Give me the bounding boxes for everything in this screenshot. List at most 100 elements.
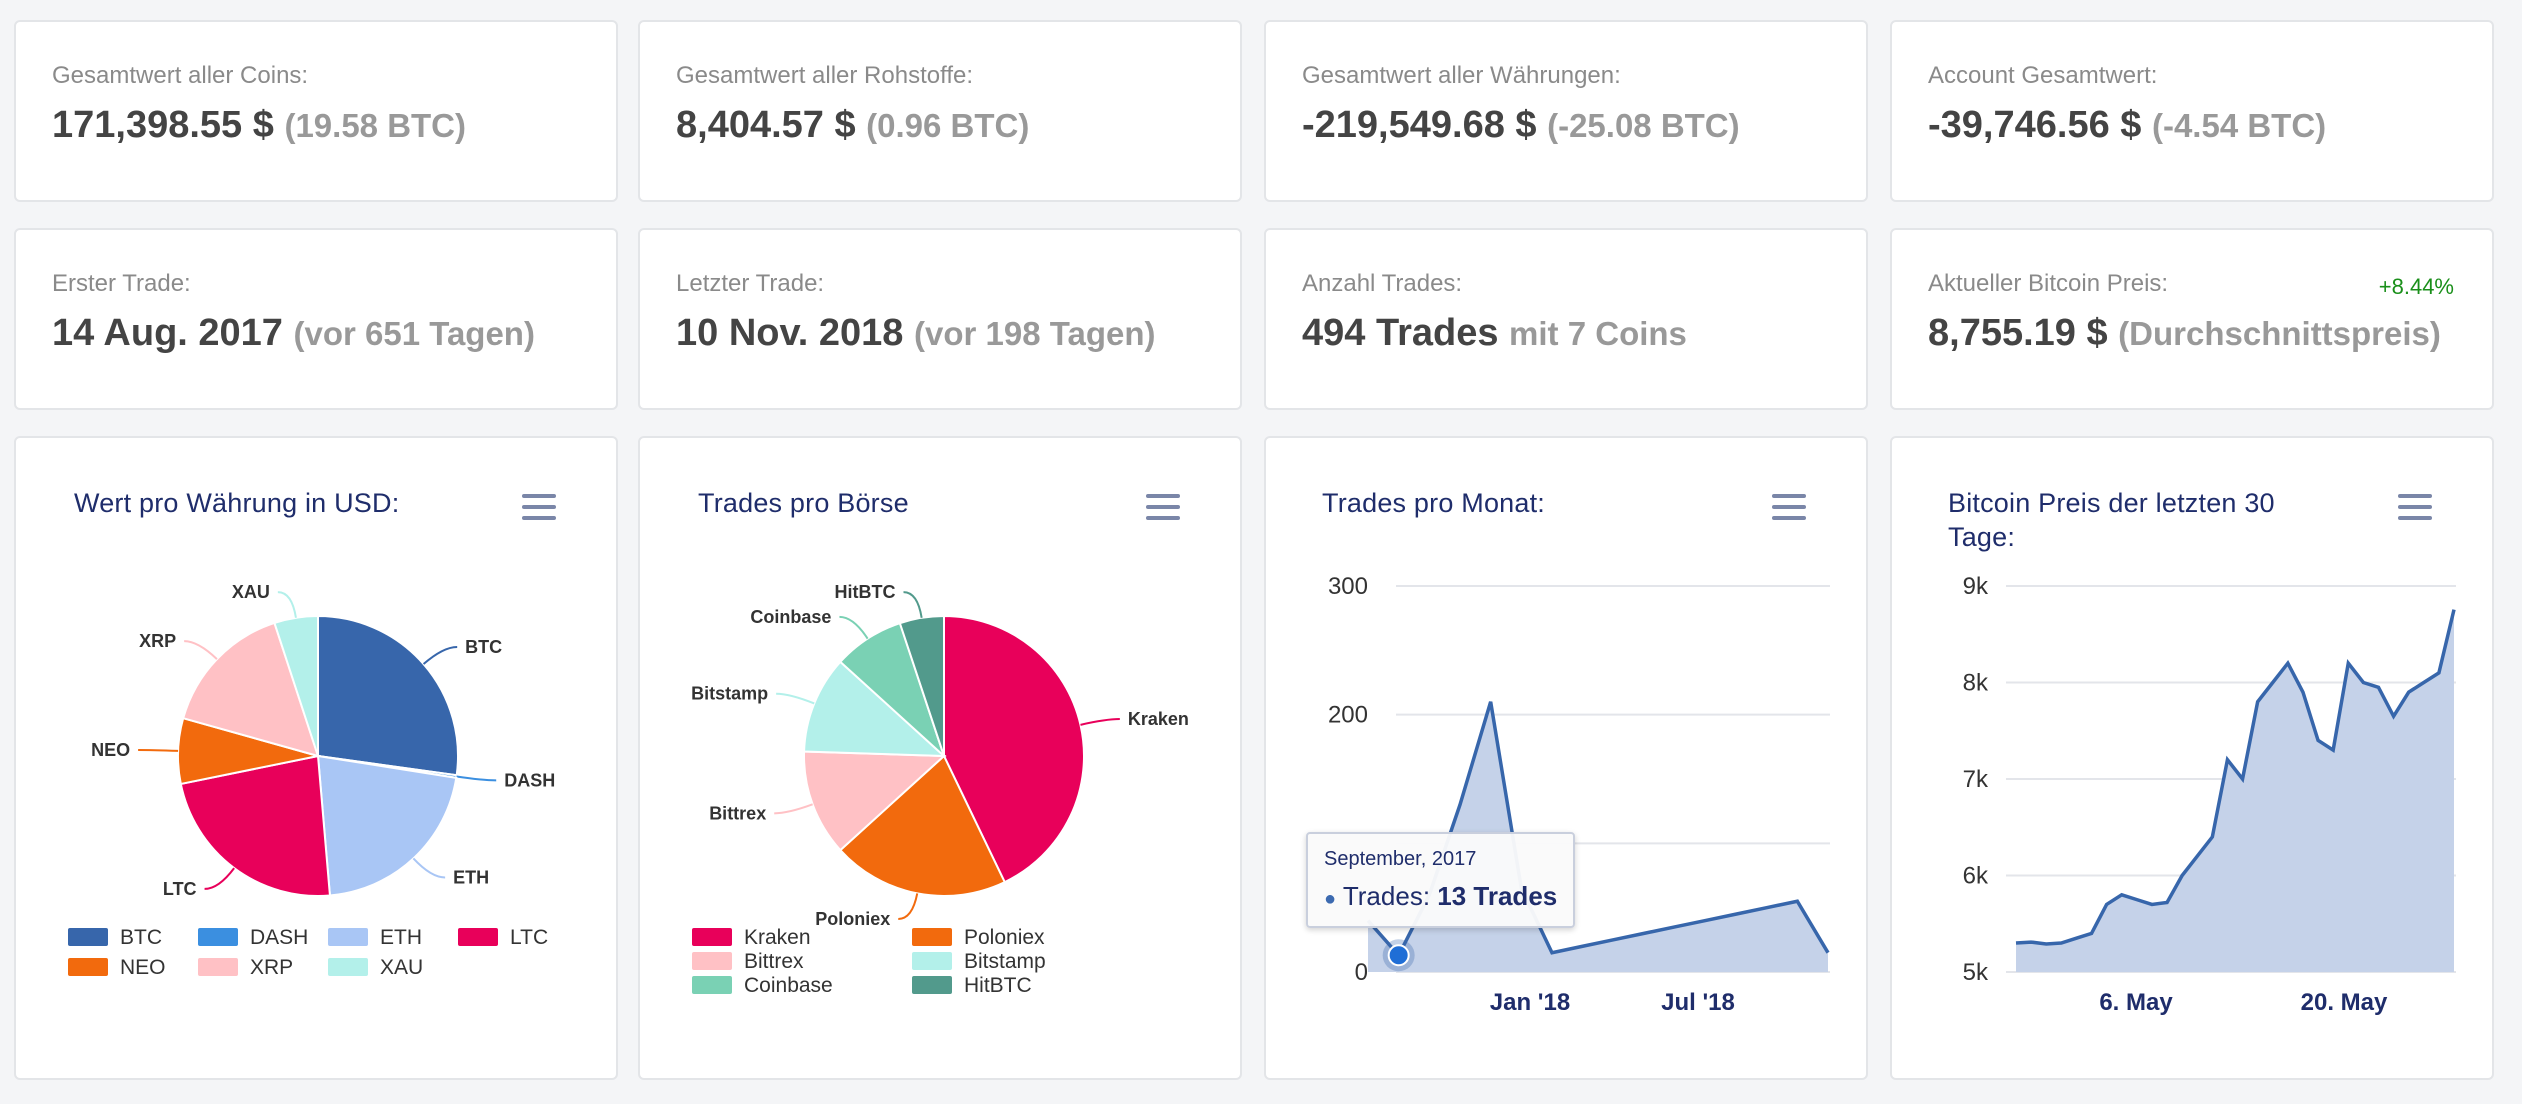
legend-swatch	[692, 928, 732, 946]
pie-connector	[204, 867, 235, 890]
legend-swatch	[198, 928, 238, 946]
legend-label: XAU	[380, 956, 423, 979]
pie-data-label: LTC	[163, 879, 197, 899]
pie-connector	[412, 857, 446, 879]
stat-card-last-trade: Letzter Trade: 10 Nov. 2018 (vor 198 Tag…	[638, 228, 1242, 410]
stat-value: -39,746.56 $ (-4.54 BTC)	[1928, 104, 2327, 146]
legend-item-hitbtc[interactable]: HitBTC	[912, 974, 1032, 997]
chart-tooltip: September, 2017 ● Trades: 13 Trades	[1306, 832, 1576, 928]
y-tick-label: 200	[1328, 702, 1368, 729]
legend-swatch	[912, 976, 952, 994]
stat-value: 171,398.55 $ (19.58 BTC)	[52, 104, 467, 146]
y-tick-label: 8k	[1963, 670, 1989, 697]
pie-data-label: XAU	[232, 582, 270, 602]
legend-label: BTC	[120, 926, 162, 949]
stat-card-bitcoin-price: Aktueller Bitcoin Preis: +8.44% 8,755.19…	[1890, 228, 2494, 410]
price-change-badge: +8.44%	[2378, 274, 2454, 299]
pie-slice-poloniex[interactable]	[838, 754, 1007, 897]
stat-value: 494 Trades mit 7 Coins	[1302, 312, 1687, 354]
chart-card-trades-per-exchange: Trades pro Börse Kraken Poloniex Bittrex Bi…	[638, 436, 1242, 1080]
legend-label: Poloniex	[964, 926, 1045, 949]
stat-sub: (0.96 BTC)	[866, 107, 1030, 144]
legend-swatch	[328, 928, 368, 946]
legend-item-bittrex[interactable]: Bittrex	[692, 950, 804, 973]
y-tick-label: 300	[1328, 573, 1368, 600]
legend-swatch	[692, 976, 732, 994]
stat-sub: (vor 651 Tagen)	[293, 315, 535, 352]
stat-value: 14 Aug. 2017 (vor 651 Tagen)	[52, 312, 535, 354]
hover-point[interactable]	[1387, 944, 1410, 967]
stat-sub: (Durchschnittspreis)	[2118, 315, 2441, 352]
chart-title: Trades pro Börse	[698, 488, 909, 518]
stat-value: 8,755.19 $ (Durchschnittspreis)	[1928, 312, 2441, 354]
stat-label: Account Gesamtwert:	[1928, 62, 2158, 89]
stat-sub: (-25.08 BTC)	[1547, 107, 1740, 144]
legend-swatch	[328, 958, 368, 976]
legend-swatch	[458, 928, 498, 946]
pie-data-label: Kraken	[1128, 709, 1189, 729]
legend-label: DASH	[250, 926, 308, 949]
pie-slice-kraken[interactable]	[943, 614, 1085, 884]
x-tick-label: 6. May	[2099, 989, 2173, 1016]
pie-data-label: DASH	[504, 770, 555, 790]
stat-sub: mit 7 Coins	[1509, 315, 1687, 352]
stat-label: Erster Trade:	[52, 270, 191, 297]
chart-title: Bitcoin Preis der letzten 30 Tage:	[1948, 488, 2275, 552]
y-tick-label: 6k	[1963, 863, 1989, 890]
legend-item-kraken[interactable]: Kraken	[692, 926, 811, 949]
chart-menu-icon[interactable]	[522, 494, 556, 520]
pie-chart: Kraken Poloniex Bittrex Bitstamp Coinbase Hit…	[691, 582, 1189, 997]
legend-label: Coinbase	[744, 974, 833, 997]
pie-connector	[776, 692, 815, 705]
legend-label: XRP	[250, 956, 293, 979]
stat-card-commodities: Gesamtwert aller Rohstoffe: 8,404.57 $ (…	[638, 20, 1242, 202]
legend-item-eth[interactable]: ETH	[328, 926, 422, 949]
legend-item-xrp[interactable]: XRP	[198, 956, 293, 979]
pie-data-label: BTC	[465, 637, 502, 657]
legend-item-btc[interactable]: BTC	[68, 926, 162, 949]
stat-label: Aktueller Bitcoin Preis:	[1928, 270, 2169, 297]
series-dot-icon: ●	[1324, 888, 1337, 910]
pie-slice-bitstamp[interactable]	[803, 660, 947, 758]
stat-card-currencies: Gesamtwert aller Währungen: -219,549.68 …	[1264, 20, 1868, 202]
legend-label: LTC	[510, 926, 548, 949]
legend-swatch	[912, 928, 952, 946]
pie-slice-hitbtc[interactable]	[898, 614, 945, 757]
chart-menu-icon[interactable]	[1146, 494, 1180, 520]
pie-data-label: XRP	[139, 631, 176, 651]
legend-label: Bittrex	[744, 950, 804, 973]
stat-card-account: Account Gesamtwert: -39,746.56 $ (-4.54 …	[1890, 20, 2494, 202]
pie-connector	[1080, 718, 1120, 726]
legend-item-poloniex[interactable]: Poloniex	[912, 926, 1045, 949]
chart-menu-icon[interactable]	[1772, 494, 1806, 520]
pie-slice-xau[interactable]	[273, 614, 319, 757]
stat-value: 8,404.57 $ (0.96 BTC)	[676, 104, 1030, 146]
pie-slice-eth[interactable]	[316, 754, 458, 897]
stat-value: -219,549.68 $ (-25.08 BTC)	[1302, 104, 1740, 146]
legend-item-coinbase[interactable]: Coinbase	[692, 974, 833, 997]
chart-card-trades-per-month: Trades pro Monat: 0 200 300 Jan '18 Jul '18 …	[1264, 436, 1868, 1080]
chart-title: Wert pro Währung in USD:	[74, 488, 400, 518]
x-tick-label: 20. May	[2301, 989, 2388, 1016]
pie-slice-ltc[interactable]	[179, 754, 332, 897]
chart-menu-icon[interactable]	[2398, 494, 2432, 520]
legend-item-ltc[interactable]: LTC	[458, 926, 548, 949]
legend-item-neo[interactable]: NEO	[68, 956, 166, 979]
legend-label: ETH	[380, 926, 422, 949]
pie-slice-btc[interactable]	[317, 614, 459, 777]
pie-connector	[774, 803, 813, 815]
legend-item-xau[interactable]: XAU	[328, 956, 423, 979]
legend-item-bitstamp[interactable]: Bitstamp	[912, 950, 1046, 973]
legend-swatch	[692, 952, 732, 970]
area-chart: 0 200 300 Jan '18 Jul '18	[1328, 573, 1830, 1016]
area-chart: 5k 6k 7k 8k 9k 6. May 20. May	[1963, 573, 2456, 1016]
series-line[interactable]	[2015, 609, 2456, 946]
pie-data-label: HitBTC	[835, 582, 896, 602]
legend-item-dash[interactable]: DASH	[198, 926, 308, 949]
stat-label: Letzter Trade:	[676, 270, 825, 297]
pie-connector	[277, 591, 297, 618]
pie-slice-bittrex[interactable]	[803, 750, 947, 852]
y-tick-label: 7k	[1963, 766, 1989, 793]
stat-card-coins: Gesamtwert aller Coins: 171,398.55 $ (19…	[14, 20, 618, 202]
pie-connector	[903, 591, 923, 618]
